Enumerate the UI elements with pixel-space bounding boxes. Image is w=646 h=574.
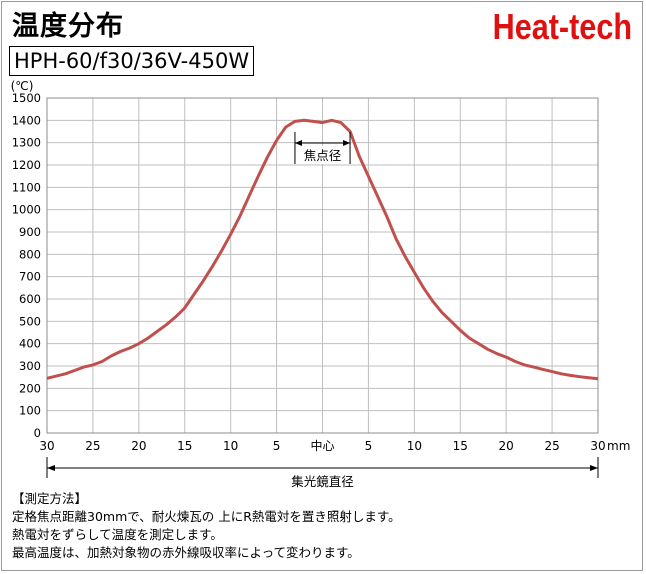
notes-line: 最高温度は、加熱対象物の赤外線吸収率によって変わります。	[12, 545, 360, 560]
x-tick-label: 30	[39, 439, 54, 453]
focal-arrowhead-right	[343, 140, 351, 146]
notes-heading: 【測定方法】	[12, 491, 88, 506]
y-tick-label: 400	[19, 337, 41, 351]
x-tick-label: 25	[85, 439, 100, 453]
x-tick-label: 15	[177, 439, 192, 453]
x-tick-label: 20	[499, 439, 514, 453]
y-tick-label: 300	[19, 359, 41, 373]
focal-arrowhead-left	[294, 140, 302, 146]
y-axis-label: (℃)	[11, 79, 34, 93]
y-tick-label: 100	[19, 404, 41, 418]
notes-line: 熱電対をずらして温度を測定します。	[12, 527, 223, 542]
x-tick-label: 5	[273, 439, 281, 453]
y-tick-label: 1100	[12, 180, 41, 194]
y-tick-label: 1500	[12, 91, 41, 105]
y-tick-label: 600	[19, 292, 41, 306]
plot-area	[46, 97, 599, 434]
x-tick-label: 25	[544, 439, 559, 453]
x-tick-label: 5	[365, 439, 373, 453]
x-tick-label: 15	[453, 439, 468, 453]
x-tick-label: 10	[407, 439, 422, 453]
measurement-notes: 【測定方法】 定格焦点距離30mmで、耐火煉瓦の 上にR熱電対を置き照射します。…	[12, 490, 401, 562]
y-tick-label: 0	[34, 426, 41, 440]
model-label: HPH-60/f30/36V-450W	[9, 46, 255, 76]
y-tick-label: 900	[19, 225, 41, 239]
y-tick-label: 1000	[12, 203, 41, 217]
diameter-arrowhead-right	[590, 465, 598, 471]
x-tick-label: 20	[131, 439, 146, 453]
x-tick-label: 中心	[310, 438, 334, 453]
temperature-series-line	[46, 118, 599, 381]
y-tick-label: 1200	[12, 158, 41, 172]
diameter-arrowhead-left	[47, 465, 55, 471]
page-title: 温度分布	[12, 11, 124, 42]
x-tick-label: 10	[223, 439, 238, 453]
x-tick-label: 30	[590, 439, 605, 453]
y-tick-label: 200	[19, 381, 41, 395]
y-tick-label: 700	[19, 270, 41, 284]
x-axis-label: mm	[607, 439, 630, 453]
y-tick-label: 800	[19, 247, 41, 261]
y-tick-label: 500	[19, 314, 41, 328]
y-tick-label: 1400	[12, 113, 41, 127]
focal-label: 焦点径	[304, 148, 342, 163]
diameter-label: 集光鏡直径	[291, 474, 354, 489]
focal-label-bg	[300, 146, 345, 164]
y-tick-label: 1300	[12, 136, 41, 150]
notes-line: 定格焦点距離30mmで、耐火煉瓦の 上にR熱電対を置き照射します。	[12, 509, 401, 524]
brand-logo: Heat-tech	[492, 6, 632, 47]
